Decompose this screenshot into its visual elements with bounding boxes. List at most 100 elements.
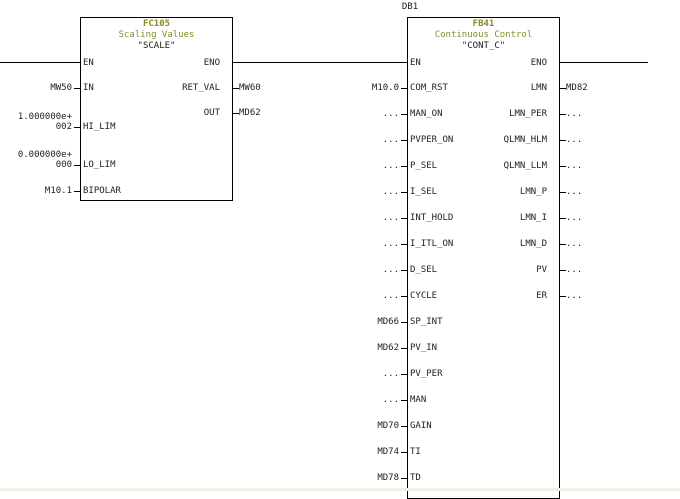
pin-wire (560, 114, 566, 115)
output-operand[interactable]: ... (566, 187, 583, 197)
input-pin-lo_lim: LO_LIM (83, 160, 116, 170)
input-pin-cycle: CYCLE (410, 291, 438, 301)
output-pin-qlmn_llm: QLMN_LLM (503, 161, 547, 171)
output-pin-ret_val: RET_VAL (182, 83, 220, 93)
pin-wire (560, 166, 566, 167)
pin-wire (401, 88, 407, 89)
output-operand[interactable]: ... (566, 213, 583, 223)
pin-wire (233, 88, 239, 89)
output-operand[interactable]: ... (566, 291, 583, 301)
fc105-block[interactable]: FC105 Scaling Values "SCALE" EN ENO (80, 17, 233, 201)
output-operand[interactable]: MW60 (239, 83, 261, 93)
input-operand[interactable]: MD62 (377, 343, 399, 353)
output-operand[interactable]: ... (566, 239, 583, 249)
block-number: FB41 (472, 19, 495, 29)
block-comment: Continuous Control (434, 30, 533, 40)
input-pin-hi_lim: HI_LIM (83, 122, 116, 132)
output-pin-lmn_per: LMN_PER (509, 109, 547, 119)
output-operand[interactable]: ... (566, 265, 583, 275)
power-rail-wire (0, 62, 80, 63)
pin-wire (401, 114, 407, 115)
output-operand[interactable]: ... (566, 135, 583, 145)
pin-wire (560, 218, 566, 219)
pin-eno: ENO (530, 58, 547, 68)
input-operand[interactable]: 1.000000e+ 002 (17, 112, 72, 132)
input-pin-pv_per: PV_PER (410, 369, 443, 379)
input-operand[interactable]: MD70 (377, 421, 399, 431)
output-pin-out: OUT (203, 108, 220, 118)
input-operand[interactable]: MD78 (377, 473, 399, 483)
pin-wire (560, 88, 566, 89)
input-operand[interactable]: ... (382, 239, 399, 249)
pin-wire (401, 452, 407, 453)
pin-wire (401, 478, 407, 479)
status-strip (0, 488, 680, 491)
input-operand[interactable]: MD74 (377, 447, 399, 457)
output-pin-lmn_d: LMN_D (519, 239, 547, 249)
pin-wire (401, 270, 407, 271)
block-comment: Scaling Values (118, 30, 195, 40)
input-pin-pvper_on: PVPER_ON (410, 135, 454, 145)
pin-wire (401, 426, 407, 427)
input-operand[interactable]: MD66 (377, 317, 399, 327)
pin-eno: ENO (203, 58, 220, 68)
input-operand[interactable]: ... (382, 135, 399, 145)
block-symbol: "CONT_C" (461, 41, 506, 51)
pin-wire (560, 270, 566, 271)
eno-out-wire (559, 62, 648, 63)
input-operand[interactable]: M10.1 (44, 186, 72, 196)
pin-wire (560, 140, 566, 141)
input-pin-pv_in: PV_IN (410, 343, 438, 353)
pin-en: EN (83, 58, 94, 68)
output-operand[interactable]: MD82 (566, 83, 588, 93)
instance-db[interactable]: DB1 (401, 2, 419, 12)
input-pin-int_hold: INT_HOLD (410, 213, 454, 223)
pin-wire (401, 140, 407, 141)
output-operand[interactable]: ... (566, 109, 583, 119)
pin-wire (74, 88, 80, 89)
pin-wire (401, 400, 407, 401)
pin-wire (401, 322, 407, 323)
pin-wire (401, 218, 407, 219)
pin-wire (233, 113, 239, 114)
pin-wire (401, 166, 407, 167)
input-operand[interactable]: ... (382, 161, 399, 171)
pin-wire (401, 296, 407, 297)
input-pin-i_itl_on: I_ITL_ON (410, 239, 454, 249)
pin-wire (401, 192, 407, 193)
input-pin-man_on: MAN_ON (410, 109, 443, 119)
input-pin-ti: TI (410, 447, 421, 457)
output-pin-qlmn_hlm: QLMN_HLM (503, 135, 547, 145)
input-operand[interactable]: ... (382, 369, 399, 379)
pin-wire (401, 348, 407, 349)
input-operand[interactable]: ... (382, 291, 399, 301)
pin-wire (560, 192, 566, 193)
input-operand[interactable]: M10.0 (371, 83, 399, 93)
eno-en-wire (232, 62, 407, 63)
input-pin-sp_int: SP_INT (410, 317, 443, 327)
output-operand[interactable]: ... (566, 161, 583, 171)
pin-wire (560, 296, 566, 297)
input-operand[interactable]: 0.000000e+ 000 (17, 150, 72, 170)
input-pin-td: TD (410, 473, 421, 483)
input-operand[interactable]: ... (382, 395, 399, 405)
pin-wire (401, 244, 407, 245)
output-operand[interactable]: MD62 (239, 108, 261, 118)
input-operand[interactable]: ... (382, 213, 399, 223)
pin-wire (74, 127, 80, 128)
input-pin-i_sel: I_SEL (410, 187, 438, 197)
pin-wire (74, 165, 80, 166)
input-pin-man: MAN (410, 395, 427, 405)
pin-en: EN (410, 58, 421, 68)
fb41-block[interactable]: FB41 Continuous Control "CONT_C" EN ENO (407, 17, 560, 499)
input-operand[interactable]: ... (382, 109, 399, 119)
pin-wire (560, 244, 566, 245)
input-operand[interactable]: ... (382, 265, 399, 275)
output-pin-lmn: LMN (530, 83, 547, 93)
input-pin-p_sel: P_SEL (410, 161, 438, 171)
input-pin-com_rst: COM_RST (410, 83, 448, 93)
output-pin-er: ER (536, 291, 547, 301)
output-pin-pv: PV (536, 265, 547, 275)
input-operand[interactable]: ... (382, 187, 399, 197)
input-operand[interactable]: MW50 (50, 83, 72, 93)
